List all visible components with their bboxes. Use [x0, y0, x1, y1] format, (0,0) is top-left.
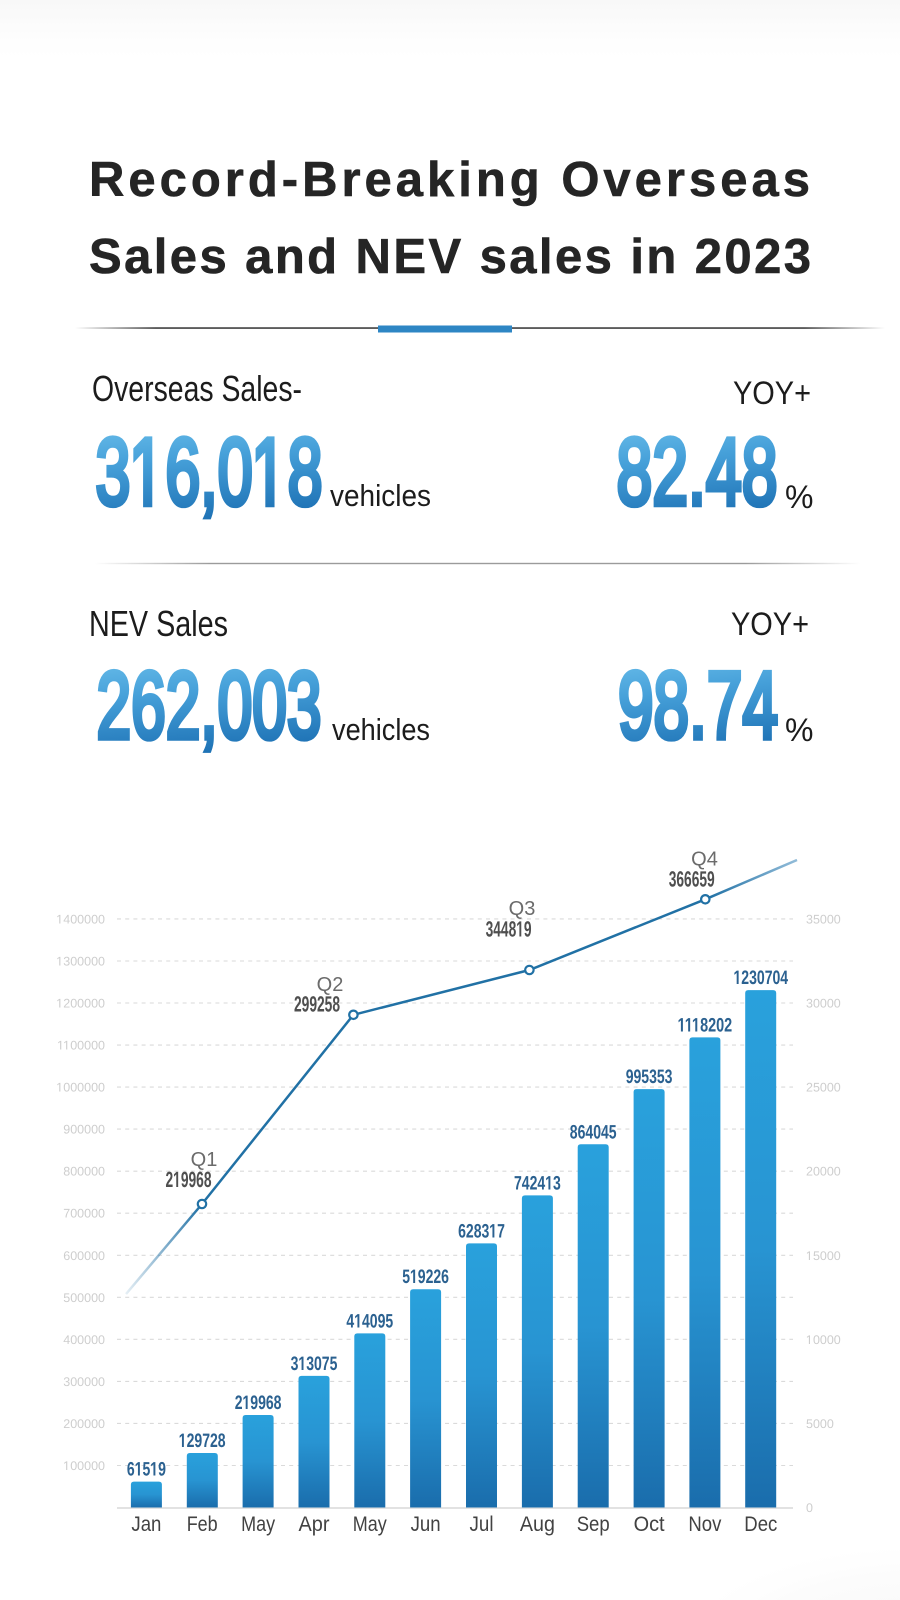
svg-text:vehicles: vehicles	[332, 712, 430, 747]
svg-text:Q4: Q4	[691, 849, 718, 871]
svg-text:Q3: Q3	[509, 898, 536, 920]
svg-text:NEV Sales: NEV Sales	[89, 603, 228, 644]
svg-text:316,018: 316,018	[96, 420, 323, 526]
svg-text:1100000: 1100000	[57, 1039, 105, 1053]
svg-text:Record-Breaking Overseas: Record-Breaking Overseas	[89, 153, 810, 207]
svg-text:Oct: Oct	[634, 1513, 665, 1536]
svg-text:628317: 628317	[458, 1220, 505, 1242]
svg-text:742413: 742413	[514, 1172, 561, 1194]
svg-text:1118202: 1118202	[678, 1014, 733, 1036]
svg-text:200000: 200000	[63, 1417, 105, 1431]
svg-text:Jul: Jul	[470, 1513, 494, 1536]
svg-text:366659: 366659	[669, 867, 715, 892]
svg-text:299258: 299258	[294, 992, 340, 1017]
svg-text:300000: 300000	[63, 1375, 105, 1389]
svg-text:vehicles: vehicles	[330, 478, 431, 513]
svg-text:Sales and NEV sales in 2023: Sales and NEV sales in 2023	[89, 230, 811, 284]
svg-text:129728: 129728	[179, 1430, 226, 1452]
svg-text:519226: 519226	[402, 1266, 449, 1288]
svg-text:30000: 30000	[806, 997, 841, 1011]
svg-text:15000: 15000	[806, 1249, 841, 1263]
svg-text:5000: 5000	[806, 1417, 834, 1431]
svg-text:20000: 20000	[806, 1165, 841, 1179]
svg-text:10000: 10000	[806, 1333, 841, 1347]
svg-text:600000: 600000	[63, 1249, 105, 1263]
svg-text:1400000: 1400000	[56, 912, 105, 926]
svg-text:YOY+: YOY+	[731, 606, 809, 642]
svg-text:1200000: 1200000	[56, 997, 105, 1011]
svg-text:1300000: 1300000	[56, 955, 105, 969]
svg-text:Jan: Jan	[131, 1513, 161, 1536]
svg-text:0: 0	[806, 1501, 813, 1515]
svg-text:400000: 400000	[63, 1333, 105, 1347]
svg-text:Apr: Apr	[299, 1513, 330, 1536]
svg-text:May: May	[241, 1513, 275, 1536]
svg-text:%: %	[785, 479, 813, 515]
svg-text:Aug: Aug	[520, 1513, 555, 1536]
svg-text:900000: 900000	[63, 1123, 105, 1137]
svg-text:98.74: 98.74	[618, 653, 778, 759]
svg-text:35000: 35000	[806, 912, 841, 926]
svg-text:Sep: Sep	[577, 1513, 610, 1536]
svg-text:61519: 61519	[127, 1459, 166, 1481]
svg-text:219968: 219968	[166, 1167, 212, 1192]
svg-text:May: May	[353, 1513, 387, 1536]
svg-text:Jun: Jun	[411, 1513, 441, 1536]
svg-text:%: %	[785, 712, 813, 748]
svg-text:1000000: 1000000	[56, 1081, 105, 1095]
svg-text:313075: 313075	[291, 1353, 338, 1375]
svg-text:Q1: Q1	[191, 1149, 218, 1171]
svg-text:1230704: 1230704	[734, 967, 789, 989]
svg-text:Feb: Feb	[187, 1513, 218, 1536]
svg-text:414095: 414095	[346, 1310, 393, 1332]
svg-text:344819: 344819	[486, 917, 532, 942]
svg-text:262,003: 262,003	[97, 653, 322, 759]
svg-text:800000: 800000	[63, 1165, 105, 1179]
svg-text:25000: 25000	[806, 1081, 841, 1095]
svg-text:Q2: Q2	[317, 974, 344, 996]
svg-text:Dec: Dec	[744, 1513, 777, 1536]
svg-text:700000: 700000	[63, 1207, 105, 1221]
svg-text:100000: 100000	[63, 1459, 105, 1473]
svg-text:82.48: 82.48	[617, 420, 778, 526]
svg-text:995353: 995353	[626, 1066, 673, 1088]
svg-text:Nov: Nov	[688, 1513, 721, 1536]
svg-text:219968: 219968	[235, 1392, 282, 1414]
svg-text:Overseas Sales-: Overseas Sales-	[92, 368, 302, 409]
svg-text:500000: 500000	[63, 1291, 105, 1305]
svg-text:YOY+: YOY+	[733, 375, 811, 411]
svg-text:864045: 864045	[570, 1121, 617, 1143]
